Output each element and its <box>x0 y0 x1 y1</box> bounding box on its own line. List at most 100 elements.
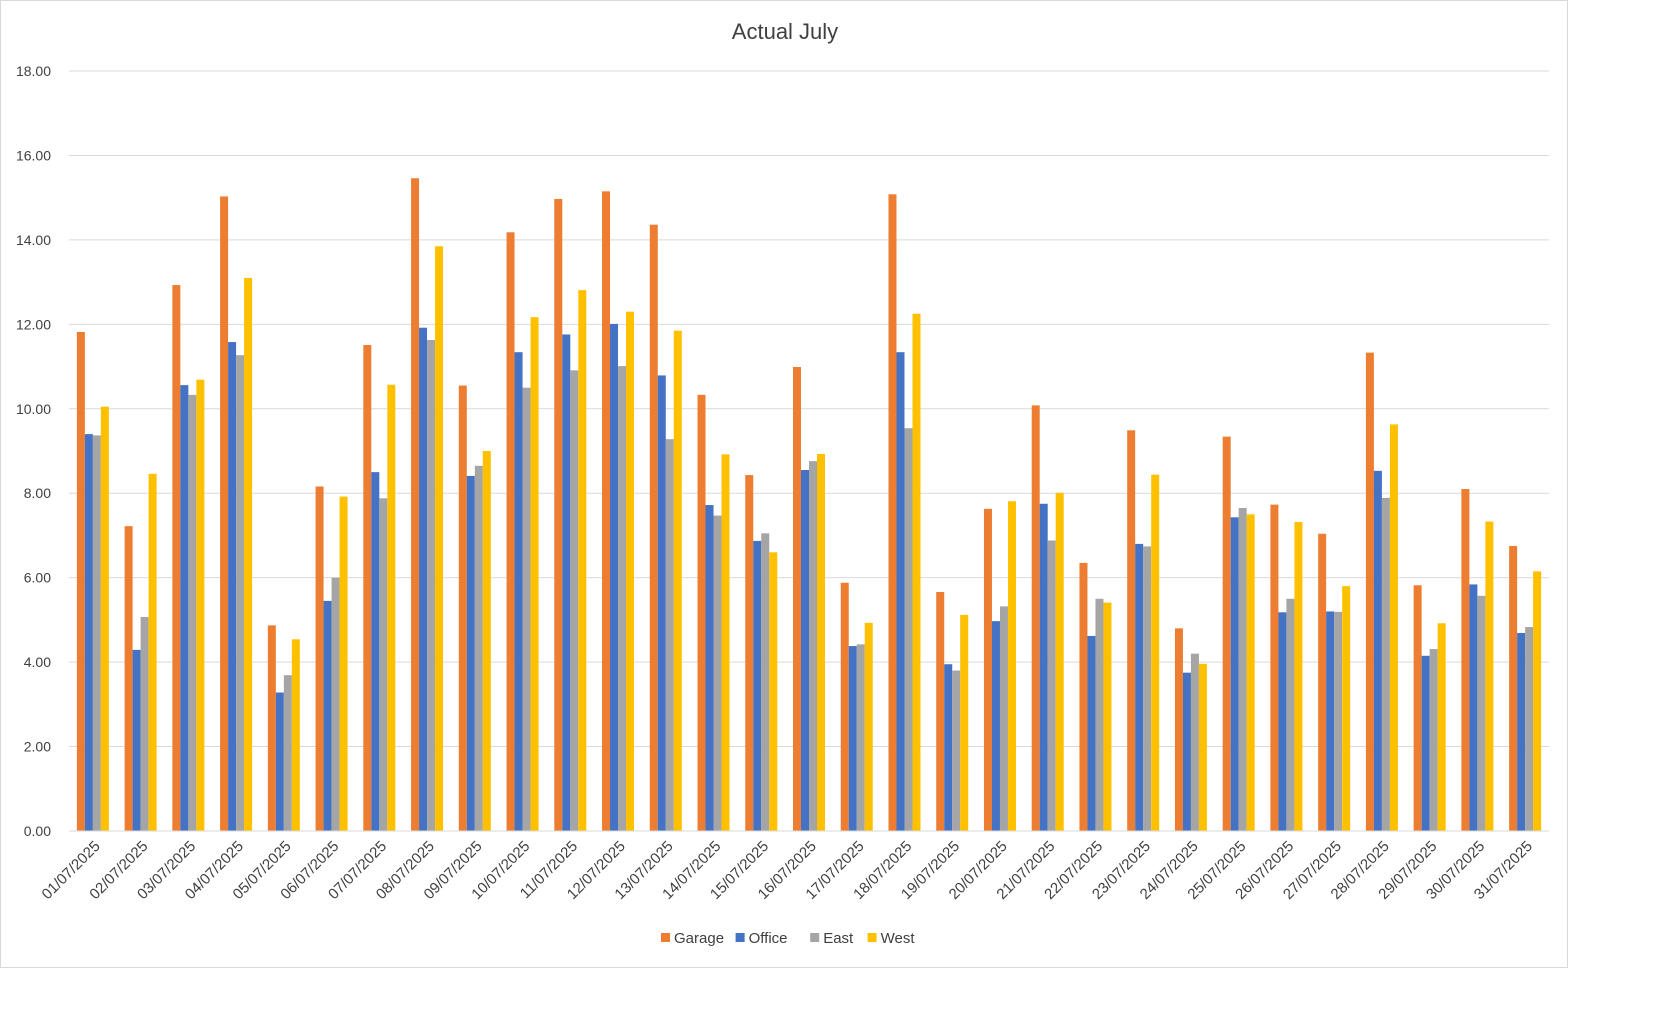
bar-garage-13 <box>649 224 658 831</box>
bar-garage-14 <box>697 394 706 831</box>
bar-office-24 <box>1182 672 1191 831</box>
bar-west-19 <box>960 614 969 831</box>
legend-swatch-garage <box>661 933 670 942</box>
bar-east-12 <box>618 366 627 831</box>
bar-west-16 <box>817 453 825 831</box>
bar-west-1 <box>100 406 109 831</box>
bar-west-25 <box>1246 514 1255 831</box>
bar-garage-11 <box>554 198 563 831</box>
bar-office-6 <box>323 600 332 831</box>
bar-east-26 <box>1286 598 1295 831</box>
bar-office-18 <box>896 352 905 831</box>
bar-west-28 <box>1389 424 1398 831</box>
bar-east-10 <box>522 387 531 831</box>
bar-east-14 <box>713 515 722 831</box>
y-tick-label: 12.00 <box>16 316 51 332</box>
bar-office-3 <box>180 385 189 831</box>
bar-west-22 <box>1103 602 1112 831</box>
bar-east-11 <box>570 370 579 831</box>
y-tick-label: 4.00 <box>24 654 51 670</box>
bar-west-31 <box>1533 571 1542 831</box>
bar-garage-30 <box>1461 489 1470 831</box>
bar-west-23 <box>1151 474 1160 831</box>
bar-east-5 <box>283 675 292 831</box>
bar-garage-19 <box>936 592 945 831</box>
bar-office-28 <box>1373 470 1382 831</box>
y-tick-label: 14.00 <box>16 232 51 248</box>
y-tick-label: 16.00 <box>16 147 51 163</box>
bar-east-31 <box>1525 627 1534 831</box>
bars <box>76 178 1542 832</box>
bar-office-19 <box>944 664 953 831</box>
bar-west-8 <box>435 246 444 831</box>
bar-garage-25 <box>1222 436 1231 831</box>
bar-garage-1 <box>76 331 85 831</box>
bar-west-10 <box>530 317 539 832</box>
bar-west-15 <box>769 552 778 831</box>
bar-garage-9 <box>458 385 467 831</box>
bar-west-11 <box>578 290 587 832</box>
bar-office-23 <box>1135 543 1144 831</box>
bar-garage-20 <box>983 508 992 831</box>
bar-west-5 <box>291 639 300 831</box>
bar-east-27 <box>1334 611 1343 831</box>
bar-office-11 <box>562 334 571 831</box>
legend-swatch-west <box>867 933 877 942</box>
bar-east-3 <box>188 394 197 831</box>
bar-west-24 <box>1198 663 1207 831</box>
x-axis-tick-labels: 01/07/202502/07/202503/07/202504/07/2025… <box>39 838 1536 903</box>
bar-office-30 <box>1469 584 1478 831</box>
legend: Garage Office East West <box>661 930 915 947</box>
bar-office-2 <box>132 649 141 831</box>
bar-east-16 <box>809 461 817 831</box>
bar-office-20 <box>991 621 1000 831</box>
bar-east-18 <box>904 428 913 831</box>
bar-east-28 <box>1381 497 1390 831</box>
bar-east-30 <box>1477 595 1486 831</box>
bar-west-26 <box>1294 521 1303 831</box>
legend-label-garage: Garage <box>674 930 724 947</box>
bar-garage-3 <box>172 285 181 832</box>
bar-office-29 <box>1421 655 1430 831</box>
bar-office-31 <box>1517 632 1526 831</box>
legend-swatch-office <box>735 933 745 942</box>
bar-garage-18 <box>888 194 897 832</box>
bar-garage-16 <box>793 366 801 831</box>
bar-garage-23 <box>1127 430 1136 831</box>
bar-office-26 <box>1278 612 1287 831</box>
bar-west-6 <box>339 496 348 831</box>
y-tick-label: 8.00 <box>24 485 51 501</box>
bar-west-30 <box>1485 521 1494 831</box>
bar-west-9 <box>482 451 491 831</box>
bar-garage-10 <box>506 232 515 832</box>
legend-label-office: Office <box>749 930 788 947</box>
bar-garage-15 <box>745 475 754 831</box>
bar-office-17 <box>848 646 857 831</box>
bar-office-22 <box>1087 635 1096 831</box>
bar-office-8 <box>419 327 428 831</box>
bar-chart: Actual July 0.00 2.00 4.00 6.00 8.00 10.00 12.… <box>16 19 1549 947</box>
bar-office-14 <box>705 505 714 831</box>
bar-garage-22 <box>1079 562 1088 831</box>
y-tick-label: 18.00 <box>16 63 51 79</box>
bar-garage-2 <box>124 526 133 831</box>
bar-garage-4 <box>220 196 229 831</box>
bar-east-23 <box>1143 546 1152 831</box>
bar-office-4 <box>228 342 237 831</box>
bar-garage-26 <box>1270 504 1279 831</box>
bar-east-15 <box>761 533 770 831</box>
bar-west-2 <box>148 473 157 831</box>
bar-east-4 <box>236 355 245 831</box>
bar-garage-7 <box>363 345 372 831</box>
bar-west-4 <box>244 277 253 831</box>
bar-east-6 <box>331 577 340 831</box>
y-tick-label: 2.00 <box>24 739 51 755</box>
bar-west-7 <box>387 384 396 831</box>
bar-office-13 <box>657 375 666 831</box>
y-tick-label: 6.00 <box>24 570 51 586</box>
bar-office-9 <box>466 475 475 831</box>
y-tick-label: 0.00 <box>24 823 51 839</box>
bar-office-5 <box>275 692 284 831</box>
bar-office-21 <box>1039 503 1048 831</box>
bar-east-9 <box>474 465 483 831</box>
